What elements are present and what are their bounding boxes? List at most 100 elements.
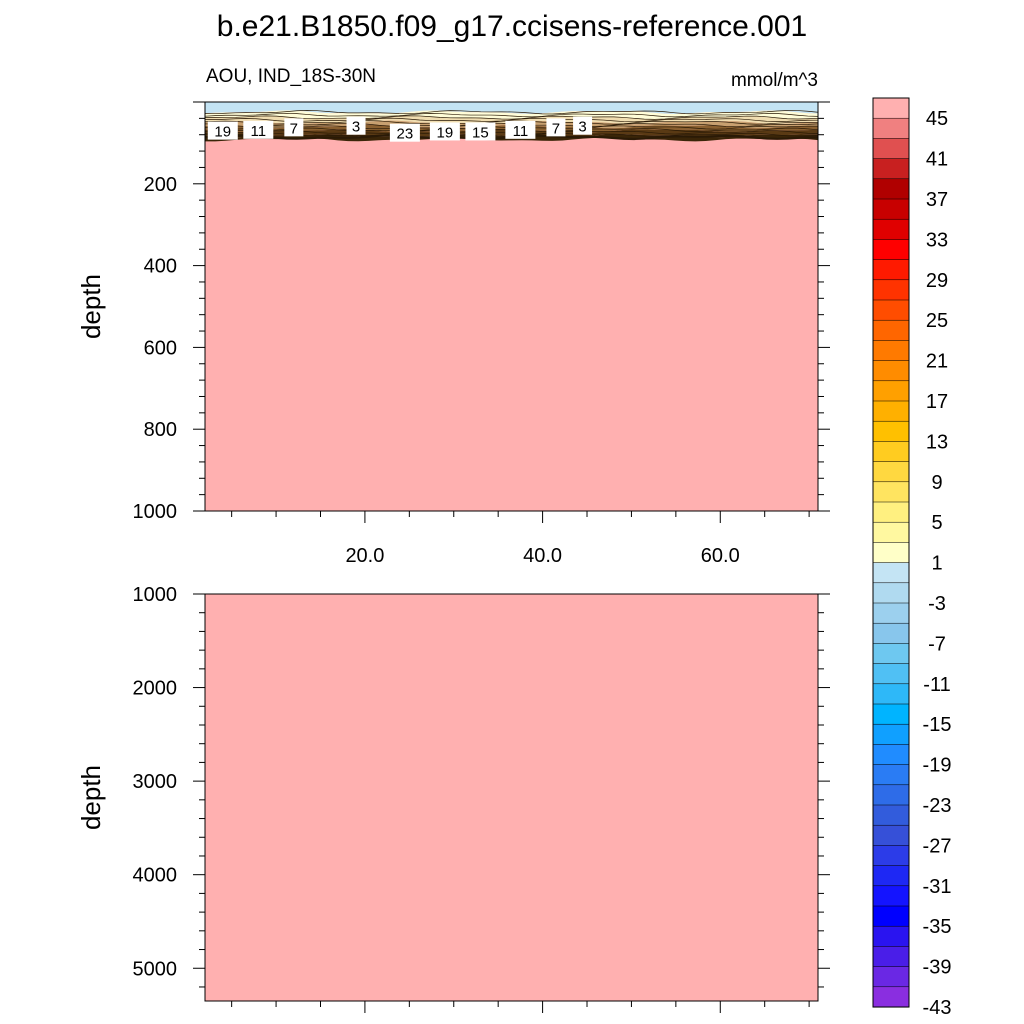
colorbar-swatch bbox=[872, 501, 910, 523]
colorbar-swatch bbox=[872, 562, 910, 584]
colorbar-label: 1 bbox=[931, 553, 942, 575]
colorbar-swatch bbox=[872, 461, 910, 483]
colorbar-swatch bbox=[872, 97, 910, 119]
colorbar-swatch bbox=[872, 986, 910, 1008]
y-axis-label: depth bbox=[76, 274, 106, 339]
colorbar-label: 41 bbox=[926, 149, 948, 171]
contour-label: 3 bbox=[573, 116, 593, 136]
field-fill bbox=[205, 102, 818, 511]
colorbar-swatch bbox=[872, 380, 910, 402]
colorbar-label: 17 bbox=[926, 391, 948, 413]
contour-line bbox=[204, 115, 819, 120]
contour-line bbox=[204, 110, 819, 115]
colorbar-swatch bbox=[872, 683, 910, 705]
colorbar-swatch bbox=[872, 885, 910, 907]
contour-label: 11 bbox=[243, 120, 274, 140]
colorbar-label: 29 bbox=[926, 270, 948, 292]
upper-depth-panel: 19 11 7 3 23 19 15 11 7 3 200 400 600 800 1000 20.0 40.0… bbox=[76, 101, 830, 567]
contour-label-text: 7 bbox=[552, 120, 560, 137]
y-tick-label: 800 bbox=[144, 419, 177, 441]
contour-line bbox=[204, 112, 819, 118]
colorbar-label: 21 bbox=[926, 351, 948, 373]
colorbar-swatch bbox=[872, 764, 910, 786]
colorbar-label: -27 bbox=[923, 835, 952, 857]
contour-label: 11 bbox=[505, 120, 536, 140]
x-tick-label: 40.0 bbox=[523, 545, 562, 567]
colorbar-label: 45 bbox=[926, 108, 948, 130]
colorbar-swatch bbox=[872, 663, 910, 685]
colorbar-label: -19 bbox=[923, 755, 952, 777]
y-tick-label: 400 bbox=[144, 256, 177, 278]
contour-label-text: 7 bbox=[290, 120, 298, 137]
contour-line bbox=[204, 117, 819, 123]
colorbar-swatch bbox=[872, 643, 910, 665]
colorbar-swatch bbox=[872, 521, 910, 543]
contour-label-text: 19 bbox=[437, 124, 454, 141]
colorbar-swatch bbox=[872, 420, 910, 442]
colorbar-label: -11 bbox=[923, 674, 950, 696]
colorbar-swatch bbox=[872, 158, 910, 180]
colorbar-label: -7 bbox=[928, 633, 946, 655]
colorbar-swatch bbox=[872, 400, 910, 422]
y-tick-label: 1000 bbox=[133, 501, 178, 523]
contour-label-text: 23 bbox=[397, 126, 414, 143]
contour-label-text: 11 bbox=[513, 123, 529, 140]
colorbar-swatch bbox=[872, 622, 910, 644]
field-fill bbox=[205, 594, 818, 1001]
colorbar-label: 37 bbox=[926, 189, 948, 211]
colorbar-frame bbox=[872, 97, 910, 1008]
y-tick-label: 1000 bbox=[133, 584, 178, 606]
panel-frame bbox=[204, 593, 819, 1002]
colorbar-label: -23 bbox=[923, 795, 952, 817]
panel-subtitle-left: AOU, IND_18S-30N bbox=[206, 66, 376, 87]
colorbar-swatch bbox=[872, 824, 910, 846]
colorbar-swatch bbox=[872, 319, 910, 341]
colorbar-label: 13 bbox=[926, 431, 948, 453]
colorbar-swatch bbox=[872, 946, 910, 968]
colorbar-swatch bbox=[872, 279, 910, 301]
contour-label-text: 3 bbox=[352, 119, 360, 136]
colorbar-swatch bbox=[872, 299, 910, 321]
colorbar-swatch bbox=[872, 481, 910, 503]
colorbar-label: -31 bbox=[923, 876, 952, 898]
panel-frame bbox=[204, 101, 819, 512]
y-tick-label: 200 bbox=[144, 174, 177, 196]
colorbar-swatch bbox=[872, 744, 910, 766]
colorbar-swatch bbox=[872, 360, 910, 382]
colorbar-label: -3 bbox=[928, 593, 946, 615]
colorbar-swatch bbox=[872, 845, 910, 867]
colorbar-label: 25 bbox=[926, 310, 948, 332]
contour-label-text: 19 bbox=[214, 124, 231, 141]
contour-label: 23 bbox=[389, 123, 420, 143]
colorbar-swatch bbox=[872, 340, 910, 362]
contour-label: 19 bbox=[207, 121, 238, 141]
colorbar-swatch bbox=[872, 602, 910, 624]
lower-depth-panel: 1000 2000 3000 4000 5000 depth bbox=[76, 584, 830, 1013]
contour-label: 7 bbox=[546, 118, 566, 137]
y-tick-label: 2000 bbox=[133, 678, 178, 700]
y-axis-label: depth bbox=[76, 765, 106, 830]
contour-line bbox=[204, 120, 819, 125]
contour-label: 15 bbox=[465, 122, 496, 141]
colorbar-swatch bbox=[872, 582, 910, 604]
colorbar-label: -15 bbox=[923, 714, 952, 736]
colorbar-swatch bbox=[872, 138, 910, 160]
colorbar-swatch bbox=[872, 542, 910, 564]
colorbar-swatch bbox=[872, 198, 910, 220]
contour-band bbox=[205, 102, 818, 115]
colorbar-label: -43 bbox=[923, 997, 952, 1019]
colorbar-swatch bbox=[872, 804, 910, 826]
colorbar-swatch bbox=[872, 703, 910, 725]
colorbar-label: -35 bbox=[923, 916, 952, 938]
contour-label: 3 bbox=[346, 116, 366, 136]
panel-units-label: mmol/m^3 bbox=[731, 70, 818, 91]
contour-label-text: 11 bbox=[251, 123, 267, 140]
colorbar-swatch bbox=[872, 178, 910, 200]
colorbar-label: 33 bbox=[926, 229, 948, 251]
colorbar-label: 9 bbox=[931, 472, 942, 494]
colorbar: 45 41 37 33 29 25 21 17 13 9 5 1 -3 -7 -11 -15 -19 -23 -27… bbox=[872, 97, 952, 1019]
colorbar-swatch bbox=[872, 723, 910, 745]
y-tick-label: 600 bbox=[144, 337, 177, 359]
contour-label: 19 bbox=[429, 122, 460, 141]
